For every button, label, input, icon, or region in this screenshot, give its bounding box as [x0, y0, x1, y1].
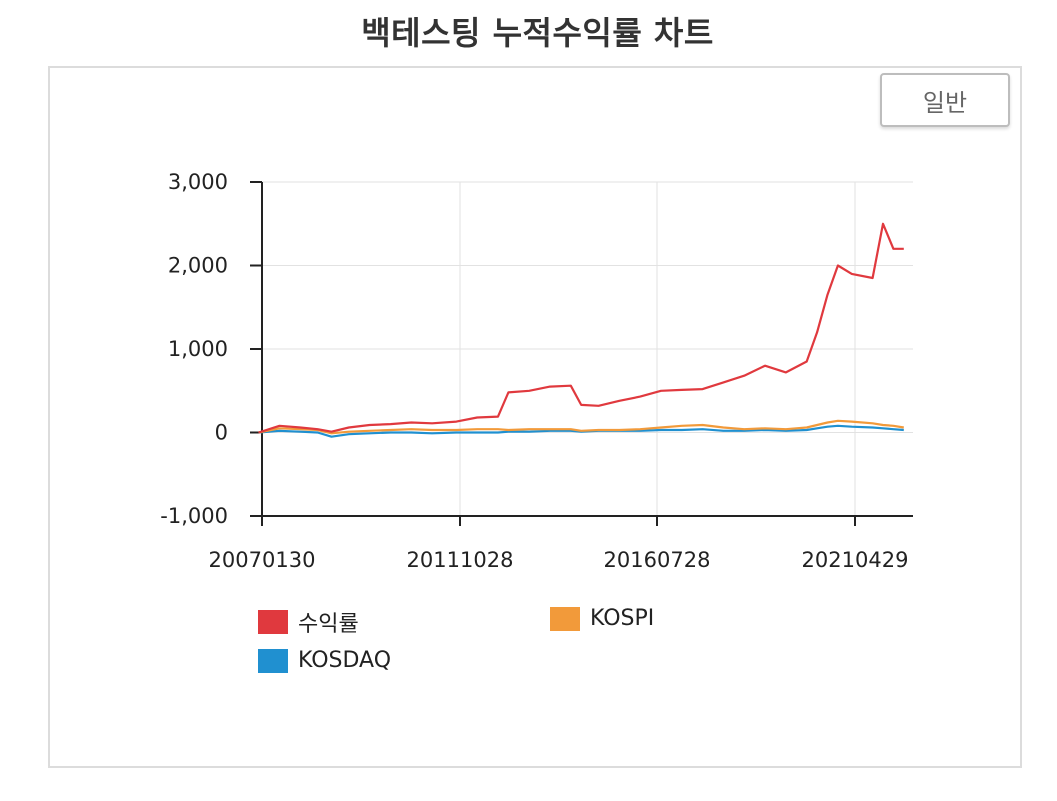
y-tick-label: 1,000	[168, 337, 228, 361]
legend-swatch-kospi	[550, 606, 580, 631]
chart-panel	[48, 66, 1022, 768]
kospi-series-line	[258, 419, 904, 435]
returns-series-line	[258, 222, 904, 434]
x-tick-label: 20160728	[604, 548, 711, 572]
x-tick-label: 20210429	[802, 548, 909, 572]
legend-swatch-kosdaq	[258, 648, 288, 673]
legend-label-kospi: KOSPI	[590, 606, 655, 631]
page-title: 백테스팅 누적수익률 차트	[361, 14, 714, 52]
legend-item-kosdaq[interactable]: KOSDAQ	[258, 648, 391, 673]
legend-swatch-returns	[258, 610, 288, 634]
chart-legend: 수익률 KOSPI KOSDAQ	[258, 600, 818, 690]
x-tick-label: 20111028	[407, 548, 514, 572]
y-tick-label: 3,000	[168, 170, 228, 194]
x-tick-label: 20070130	[209, 548, 316, 572]
y-tick-label: 0	[215, 421, 228, 445]
chart-mode-button[interactable]: 일반	[880, 73, 1010, 127]
legend-label-returns: 수익률	[298, 612, 359, 637]
y-tick-label: -1,000	[160, 504, 228, 528]
y-tick-label: 2,000	[168, 254, 228, 278]
legend-label-kosdaq: KOSDAQ	[298, 648, 392, 673]
legend-item-returns[interactable]: 수익률	[258, 606, 359, 638]
legend-item-kospi[interactable]: KOSPI	[550, 606, 654, 631]
